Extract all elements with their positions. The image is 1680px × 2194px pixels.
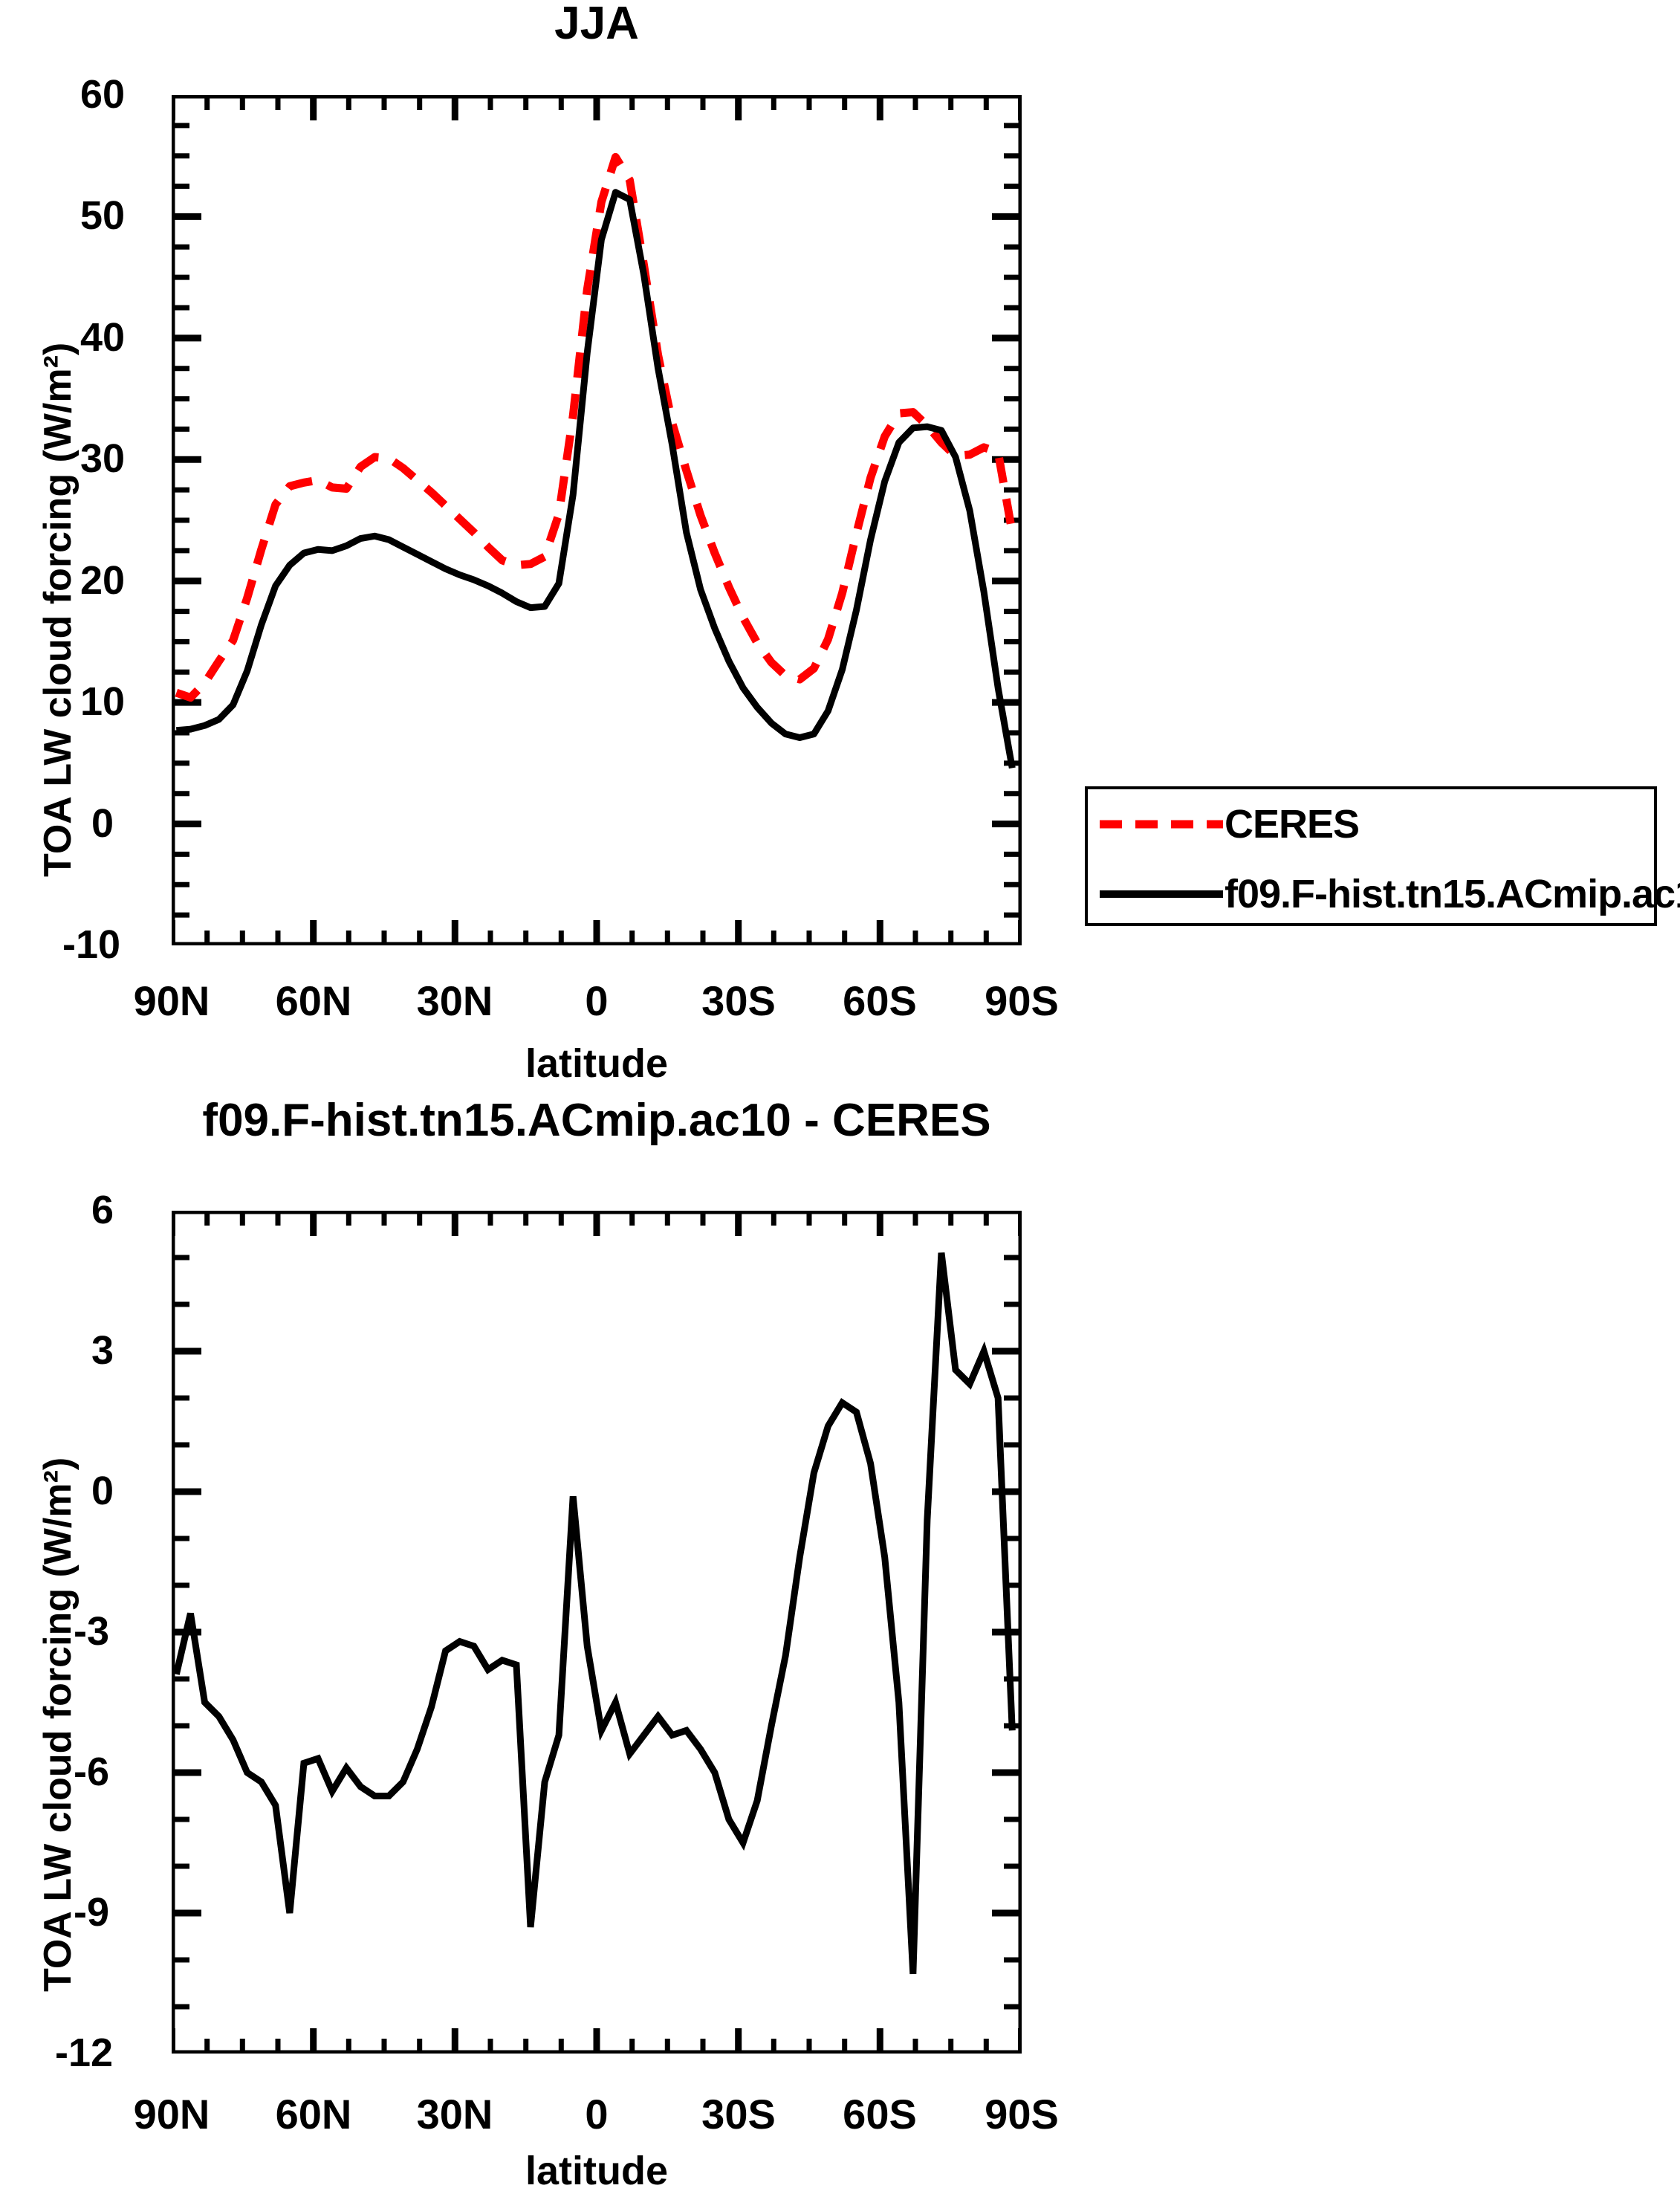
panel-2-xtick-30N: 30N bbox=[416, 2091, 493, 2138]
panel-1-title: JJA bbox=[554, 0, 639, 49]
legend-item-ceres[interactable]: CERES bbox=[1088, 789, 1654, 859]
panel-1-xtick-90N: 90N bbox=[133, 977, 210, 1024]
panel-1-plot bbox=[172, 95, 1022, 945]
panel-1-xtick-60S: 60S bbox=[843, 977, 917, 1024]
legend: CERES f09.F-hist.tn15.ACmip.ac10 bbox=[1085, 786, 1680, 929]
series-model-line bbox=[175, 189, 1016, 769]
panel-1-xlabel: latitude bbox=[525, 1041, 668, 1086]
panel-1-ytick-50: 50 bbox=[80, 193, 126, 238]
panel-2-ytick-neg9: -9 bbox=[73, 1890, 109, 1935]
panel-1-xtick-30S: 30S bbox=[701, 977, 776, 1024]
panel-1-ylabel: TOA LW cloud forcing (W/m²) bbox=[36, 342, 80, 877]
panel-2-xtick-60S: 60S bbox=[843, 2091, 917, 2138]
panel-2-ytick-3: 3 bbox=[91, 1328, 114, 1373]
panel-2-ytick-neg12: -12 bbox=[54, 2030, 114, 2075]
panel-2-xlabel: latitude bbox=[525, 2149, 668, 2193]
panel-1-ytick-60: 60 bbox=[80, 72, 126, 117]
panel-2-ytick-0: 0 bbox=[91, 1469, 114, 1513]
panel-1-xtick-90S: 90S bbox=[985, 977, 1059, 1024]
panel-1-xtick-60N: 60N bbox=[275, 977, 352, 1024]
panel-2-plot bbox=[172, 1211, 1022, 2054]
panel-1-xtick-0: 0 bbox=[585, 977, 609, 1024]
panel-1-ytick-neg10: -10 bbox=[62, 922, 121, 967]
panel-2-ytick-6: 6 bbox=[91, 1188, 114, 1232]
legend-label-ceres: CERES bbox=[1225, 802, 1360, 847]
series-ceres-line bbox=[175, 152, 1016, 702]
panel-1-ytick-30: 30 bbox=[80, 436, 126, 481]
legend-item-model[interactable]: f09.F-hist.tn15.ACmip.ac10 bbox=[1088, 859, 1680, 929]
panel-2-xtick-90S: 90S bbox=[985, 2091, 1059, 2138]
panel-2-ytick-neg3: -3 bbox=[73, 1609, 109, 1654]
panel-1-ytick-0: 0 bbox=[91, 801, 114, 846]
panel-1-ytick-40: 40 bbox=[80, 315, 126, 360]
panel-2-xtick-0: 0 bbox=[585, 2091, 609, 2138]
panel-1-ytick-10: 10 bbox=[80, 679, 126, 724]
legend-swatch-ceres-dashed bbox=[1100, 820, 1223, 829]
panel-2-ytick-neg6: -6 bbox=[73, 1750, 109, 1794]
panel-1-xtick-30N: 30N bbox=[416, 977, 493, 1024]
panel-2-xtick-90N: 90N bbox=[133, 2091, 210, 2138]
legend-label-model: f09.F-hist.tn15.ACmip.ac10 bbox=[1225, 872, 1680, 916]
panel-2-title: f09.F-hist.tn15.ACmip.ac10 - CERES bbox=[202, 1095, 991, 1146]
panel-2-xtick-30S: 30S bbox=[701, 2091, 776, 2138]
panel-1-ytick-20: 20 bbox=[80, 558, 126, 603]
legend-swatch-model-solid bbox=[1100, 890, 1223, 898]
panel-2-xtick-60N: 60N bbox=[275, 2091, 352, 2138]
series-difference-line bbox=[172, 1252, 1016, 1975]
